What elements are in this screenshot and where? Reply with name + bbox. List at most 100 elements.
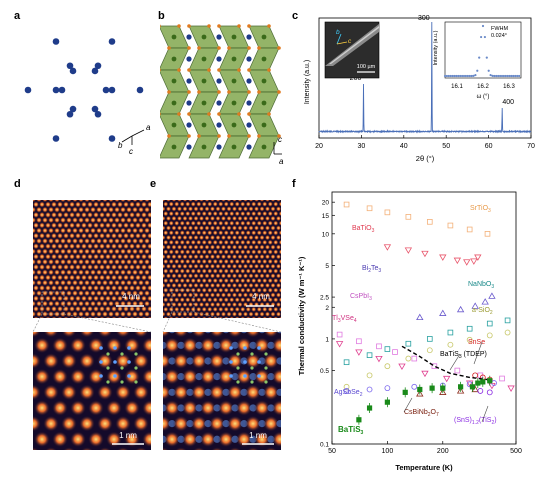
data-point [412,356,417,361]
data-point [455,368,460,373]
thermal-conductivity-chart: Thermal conductivity (W m⁻¹ K⁻¹) Tempera… [292,186,532,476]
data-point [448,342,453,347]
data-point [440,386,445,391]
data-point [487,333,492,338]
data-point [480,379,485,384]
data-point [440,255,446,260]
data-point [367,206,372,211]
data-point [487,378,492,383]
x-tick-label: 500 [510,448,522,455]
data-point [344,202,349,207]
data-point [482,299,488,304]
y-tick-label: 0.1 [320,442,329,449]
data-point [448,223,453,228]
data-point [385,364,390,369]
data-point [406,356,411,361]
data-point [508,386,514,391]
y-tick-label: 15 [322,213,330,220]
data-point [458,384,463,389]
data-point [393,350,398,355]
series-annotation: BaTiS3 (TDEP) [440,351,487,360]
scalebar-label-e-top: 4 nm [246,292,276,301]
data-point [470,384,475,389]
series-annotation: BaTiO3 [352,225,375,234]
data-point [356,417,361,422]
series-annotation: SnSe [468,339,485,346]
data-point [376,356,382,361]
x-tick-label: 50 [328,448,336,455]
data-point [385,210,390,215]
data-point [471,259,477,264]
data-point [427,219,432,224]
x-axis-label: Temperature (K) [395,463,453,472]
series-annotation: (SnS)1.2(TiS2) [454,417,497,426]
data-point [427,348,432,353]
data-point [505,330,510,335]
series-annotation: Bi2Te3 [362,265,381,274]
data-point [356,350,362,355]
data-point [385,400,390,405]
data-point [427,337,432,342]
data-point [344,360,349,365]
data-point [367,405,372,410]
data-point [399,364,405,369]
y-tick-label: 20 [322,200,330,207]
series-annotation: CsPbI3 [350,293,372,302]
data-point [422,251,428,256]
data-point [405,248,411,253]
data-point [385,386,390,391]
y-tick-label: 5 [325,263,329,270]
y-tick-label: 10 [322,231,330,238]
data-point [473,373,478,378]
data-point [417,314,423,319]
series-annotation: SrTiO3 [470,205,491,214]
data-point [417,387,422,392]
x-tick-label: 100 [382,448,394,455]
data-point [458,307,464,312]
series-annotation: CsBiNb2O7 [404,409,439,418]
data-point [406,341,411,346]
data-point [467,326,472,331]
data-point [475,380,480,385]
scalebar-label-d-bottom: 1 nm [112,431,144,440]
data-point [489,293,495,298]
y-tick-label: 1 [325,336,329,343]
data-point [403,390,408,395]
data-point [384,245,390,250]
data-point [448,330,453,335]
data-point [377,344,382,349]
data-point [478,388,483,393]
data-point [454,258,460,263]
data-point [487,390,492,395]
x-tick-label: 200 [437,448,449,455]
data-point [385,347,390,352]
data-point [444,376,450,381]
data-point [505,318,510,323]
data-point [475,255,481,260]
series-annotation: BaTiS3 [338,425,364,436]
data-point [487,321,492,326]
series-annotation: Tl3VSe4 [332,315,357,324]
data-point [422,371,428,376]
data-point [500,376,505,381]
data-point [440,310,446,315]
y-tick-label: 2.5 [320,295,329,302]
series-annotation: a-SiO2 [472,307,493,316]
data-point [367,387,372,392]
data-point [412,384,417,389]
scalebar-label-d-top: 4 nm [116,292,146,301]
y-tick-label: 2 [325,305,329,312]
series-annotation: AgSbSe2 [334,389,363,398]
data-point [406,214,411,219]
scalebar-label-e-bottom: 1 nm [242,431,274,440]
data-point [485,231,490,236]
data-point [430,386,435,391]
y-tick-label: 0.5 [320,368,329,375]
data-point [467,227,472,232]
series-annotation: NaNbO3 [468,281,494,290]
data-point [337,342,343,347]
data-point [356,339,361,344]
data-point [367,373,372,378]
data-point [337,332,342,337]
data-point [464,260,470,265]
